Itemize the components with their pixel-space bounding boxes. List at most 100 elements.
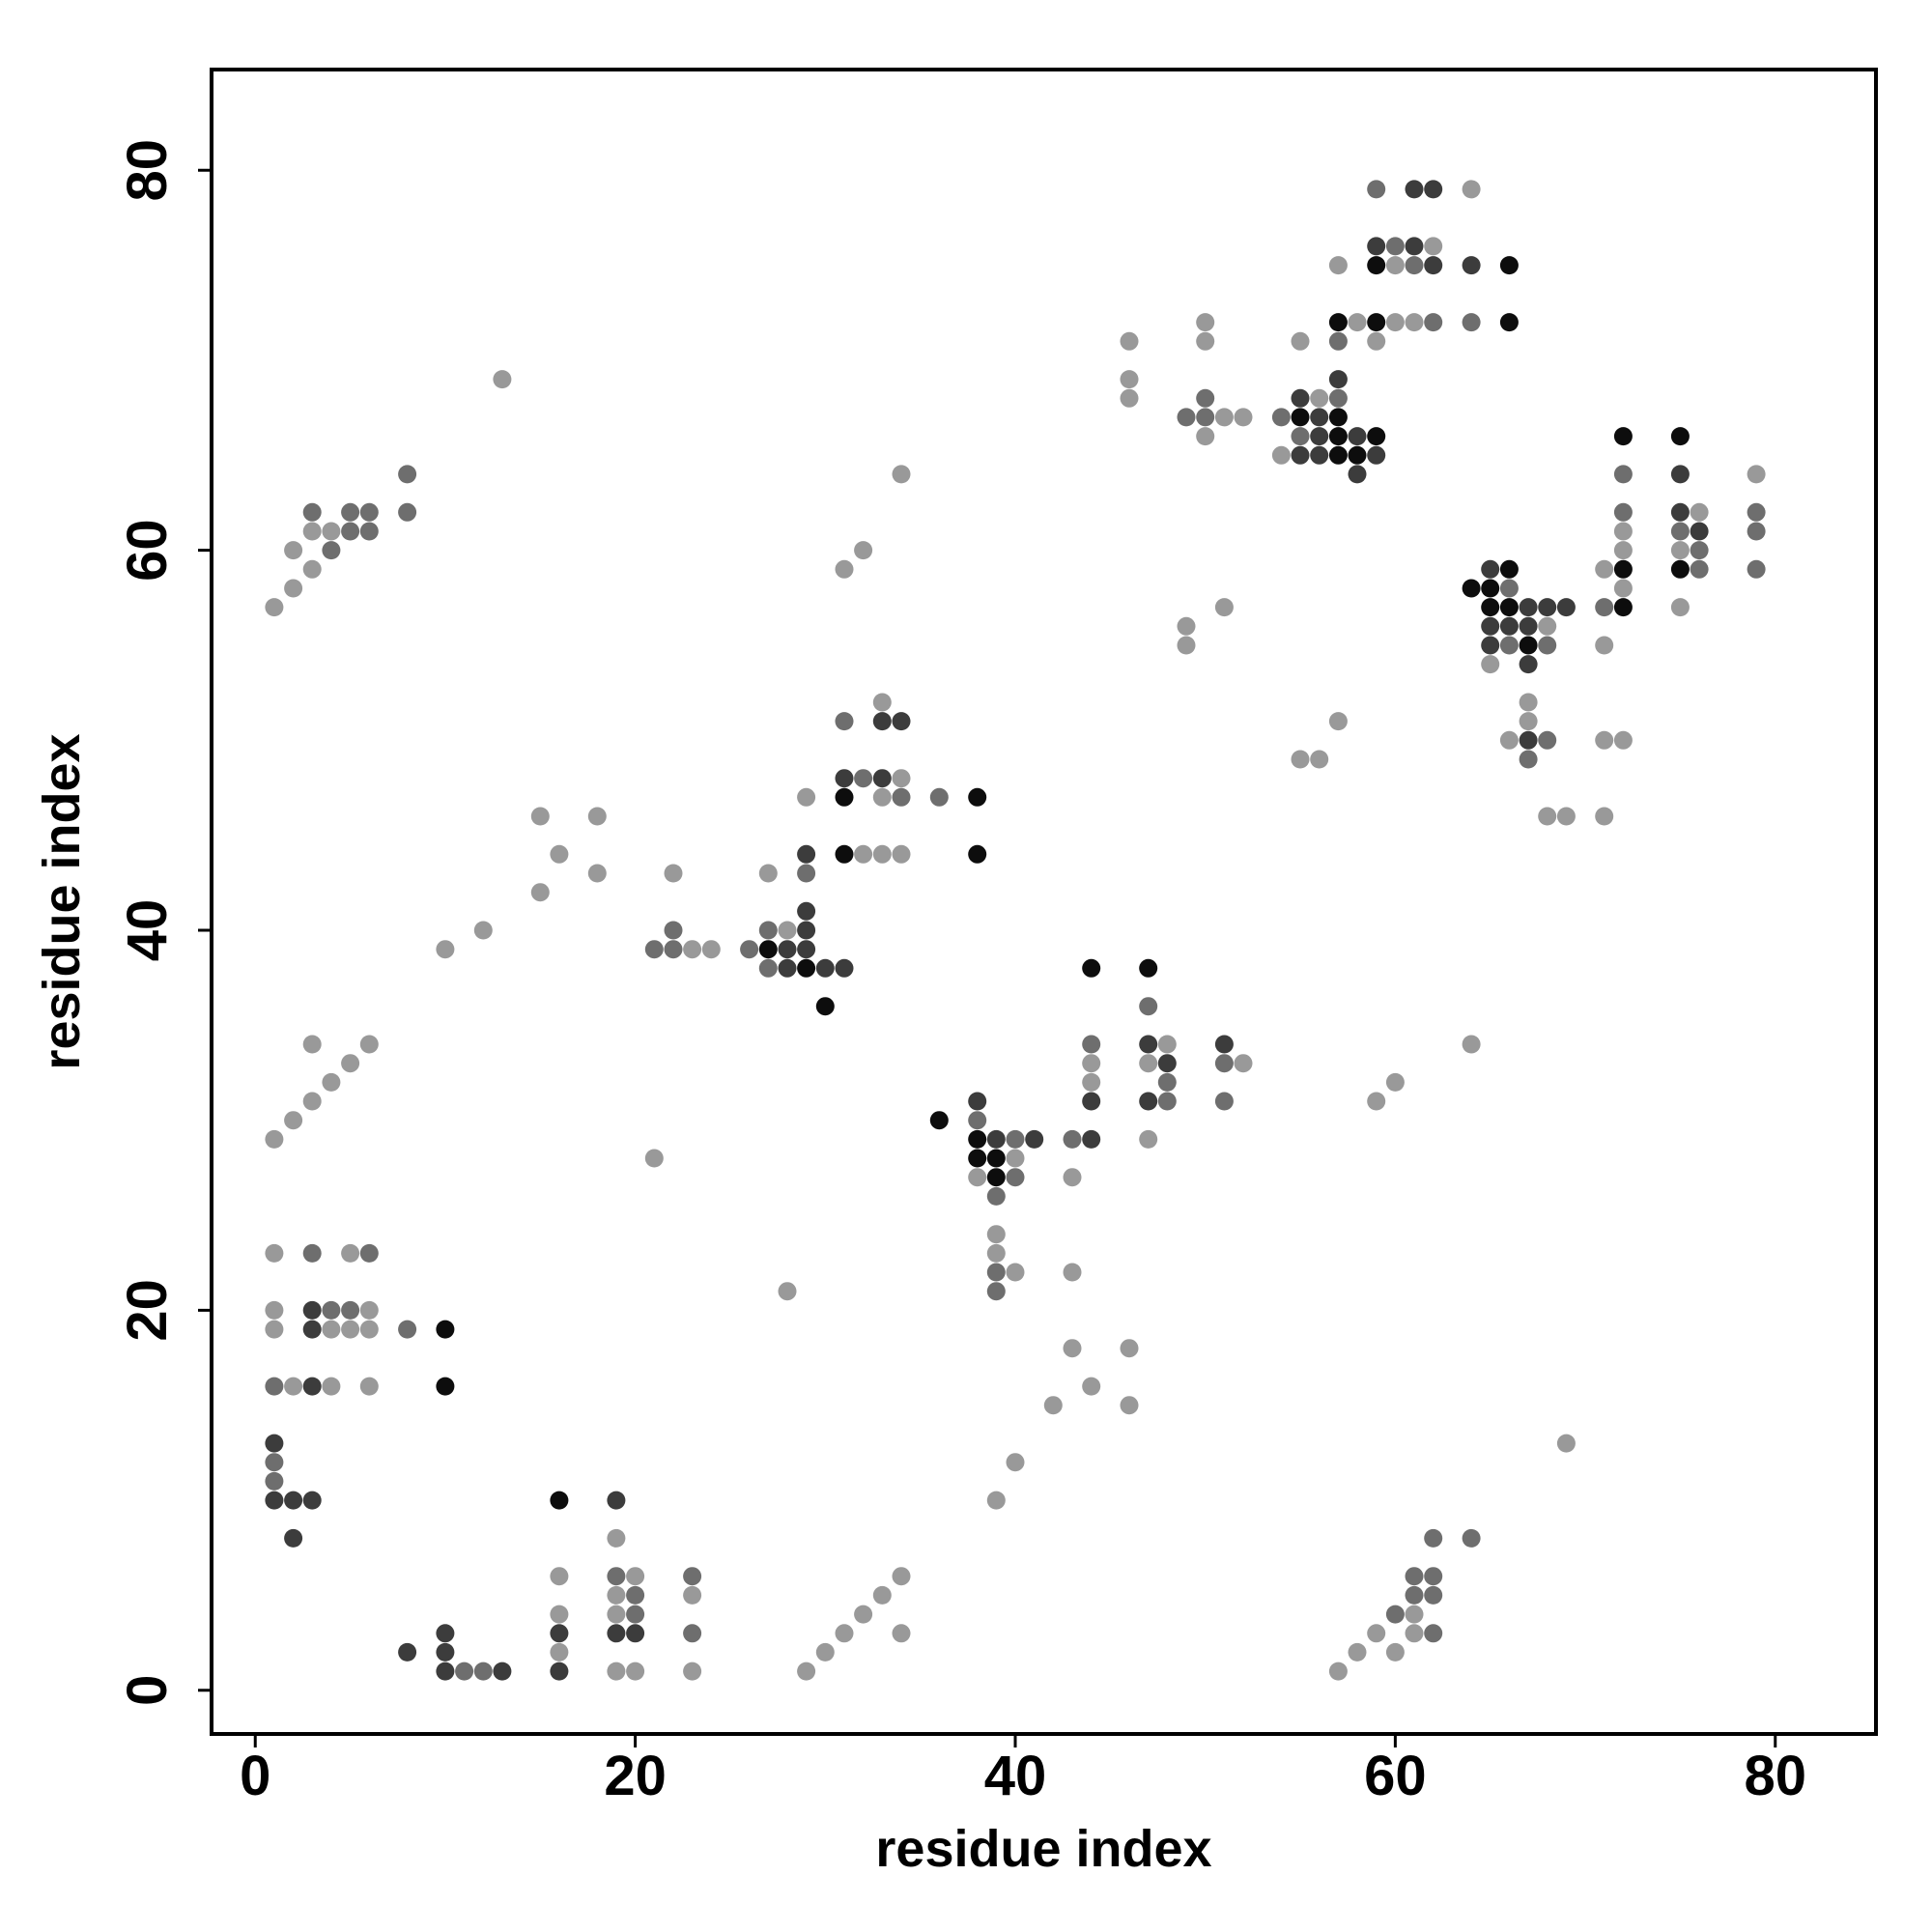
data-point	[1139, 1092, 1158, 1111]
data-point	[1670, 522, 1690, 541]
data-point	[1595, 636, 1614, 655]
data-point	[284, 1111, 303, 1130]
data-point	[1519, 655, 1538, 674]
data-point	[1595, 559, 1614, 579]
data-point	[1670, 465, 1690, 484]
data-point	[455, 1662, 474, 1681]
y-axis-title: residue index	[33, 733, 91, 1069]
data-point	[1196, 408, 1215, 427]
data-point	[1556, 807, 1576, 826]
data-point	[607, 1605, 626, 1624]
data-point	[1328, 1662, 1348, 1681]
data-point	[302, 1320, 322, 1339]
data-point	[892, 1624, 911, 1643]
data-point	[1385, 313, 1405, 332]
y-tick-label: 80	[116, 139, 179, 202]
data-point	[1595, 598, 1614, 617]
data-point	[815, 1642, 835, 1662]
data-point	[1082, 1072, 1101, 1092]
data-point	[1405, 1624, 1424, 1643]
data-point	[1424, 1624, 1443, 1643]
data-point	[550, 1605, 569, 1624]
x-tick-label: 20	[604, 1745, 667, 1807]
data-point	[1385, 1072, 1405, 1092]
data-point	[986, 1243, 1006, 1263]
data-point	[322, 1300, 341, 1320]
data-point	[1157, 1035, 1177, 1054]
data-point	[1291, 445, 1310, 465]
data-point	[1063, 1168, 1082, 1187]
data-point	[1481, 655, 1500, 674]
data-point	[265, 1491, 284, 1510]
data-point	[493, 1662, 512, 1681]
data-point	[1310, 445, 1329, 465]
data-point	[1120, 388, 1139, 408]
data-point	[359, 502, 379, 522]
data-point	[758, 958, 778, 978]
data-point	[1291, 408, 1310, 427]
data-point	[968, 1111, 987, 1130]
data-point	[1196, 331, 1215, 351]
data-point	[302, 1092, 322, 1111]
data-point	[986, 1168, 1006, 1187]
data-point	[550, 1624, 569, 1643]
data-point	[1271, 445, 1291, 465]
data-point	[1424, 313, 1443, 332]
data-point	[322, 1377, 341, 1396]
data-point	[302, 1377, 322, 1396]
data-point	[1613, 502, 1633, 522]
data-point	[284, 541, 303, 560]
data-point	[1196, 388, 1215, 408]
data-point	[341, 522, 360, 541]
data-point	[626, 1624, 645, 1643]
data-point	[1538, 730, 1557, 750]
data-point	[302, 1035, 322, 1054]
data-point	[1670, 541, 1690, 560]
data-point	[265, 598, 284, 617]
data-point	[436, 940, 455, 959]
data-point	[1006, 1168, 1025, 1187]
data-point	[1367, 313, 1386, 332]
data-point	[1214, 598, 1234, 617]
data-point	[265, 1434, 284, 1453]
data-point	[1405, 180, 1424, 199]
data-point	[1499, 256, 1519, 275]
data-point	[302, 522, 322, 541]
data-point	[683, 1662, 702, 1681]
data-point	[341, 502, 360, 522]
data-point	[1424, 1528, 1443, 1548]
data-point	[1462, 256, 1481, 275]
data-point	[854, 769, 873, 788]
y-tick-label: 40	[116, 899, 179, 962]
data-point	[302, 559, 322, 579]
data-point	[1328, 408, 1348, 427]
data-point	[1348, 445, 1367, 465]
data-point	[1613, 465, 1633, 484]
data-point	[778, 958, 797, 978]
data-point	[892, 844, 911, 864]
data-point	[1157, 1092, 1177, 1111]
data-point	[1424, 256, 1443, 275]
x-axis-title: residue index	[875, 1820, 1211, 1878]
data-point	[1613, 427, 1633, 446]
data-point	[322, 541, 341, 560]
data-point	[778, 921, 797, 940]
data-point	[892, 712, 911, 731]
data-point	[436, 1662, 455, 1681]
data-point	[1481, 559, 1500, 579]
data-point	[1690, 522, 1709, 541]
data-point	[322, 522, 341, 541]
data-point	[550, 1662, 569, 1681]
data-point	[1481, 636, 1500, 655]
data-point	[815, 997, 835, 1016]
data-point	[359, 1243, 379, 1263]
data-point	[530, 883, 550, 902]
data-point	[1613, 579, 1633, 598]
data-point	[1006, 1453, 1025, 1472]
data-point	[1139, 1035, 1158, 1054]
data-point	[1082, 1129, 1101, 1149]
data-point	[835, 787, 854, 807]
data-point	[1519, 616, 1538, 636]
data-point	[797, 1662, 816, 1681]
